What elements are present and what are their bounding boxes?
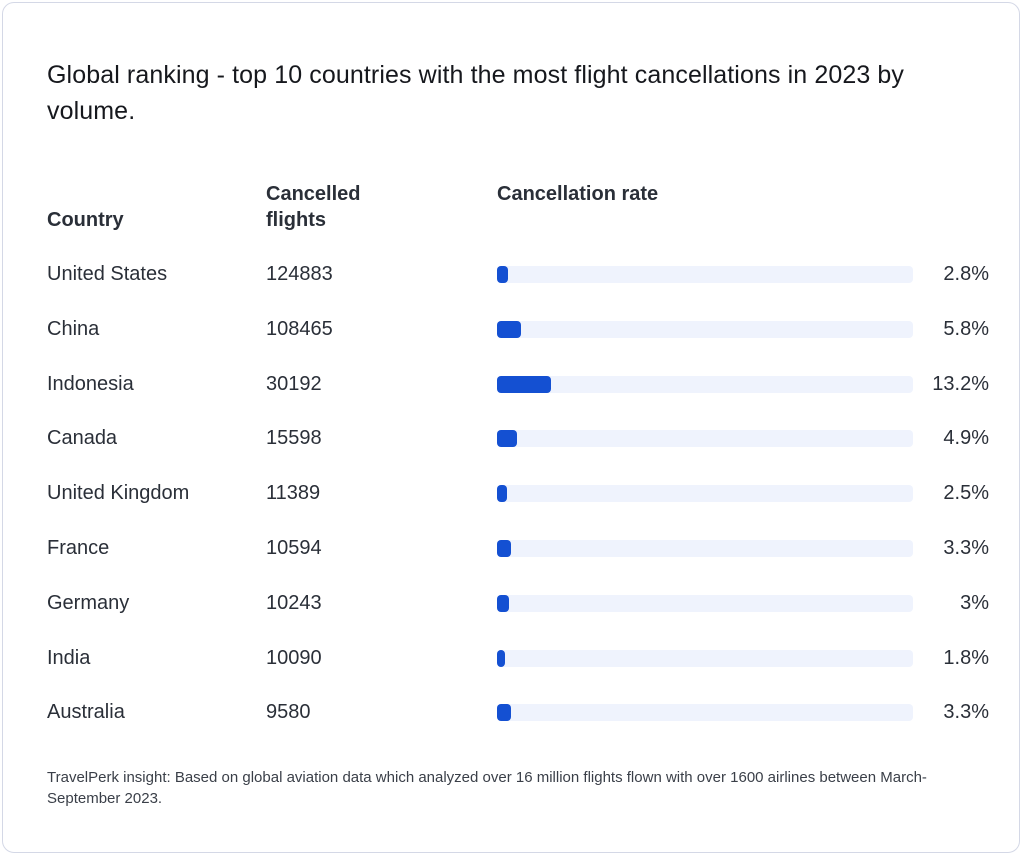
rate-label: 3.3% — [943, 701, 989, 723]
table-row: France 10594 3.3% — [3, 533, 1024, 563]
rate-label: 2.8% — [943, 263, 989, 285]
cancelled-flights-cell: 9580 — [266, 701, 311, 723]
rate-bar — [497, 321, 521, 338]
rate-bar — [497, 540, 511, 557]
table-row: Germany 10243 3% — [3, 588, 1024, 618]
rate-label: 3.3% — [943, 537, 989, 559]
country-cell: India — [47, 647, 91, 669]
rate-bar — [497, 650, 505, 667]
table-row: Australia 9580 3.3% — [3, 697, 1024, 727]
country-cell: France — [47, 537, 110, 559]
country-cell: Germany — [47, 592, 130, 614]
cancelled-flights-cell: 124883 — [266, 263, 333, 285]
rate-label: 2.5% — [943, 482, 989, 504]
rate-bar-track — [497, 704, 913, 721]
column-header-cancellation-rate: Cancellation rate — [497, 183, 659, 205]
rate-bar-track — [497, 595, 913, 612]
column-header-country: Country — [47, 209, 124, 231]
rate-label: 5.8% — [943, 318, 989, 340]
country-cell: Canada — [47, 427, 118, 449]
table-row: India 10090 1.8% — [3, 643, 1024, 673]
chart-title: Global ranking - top 10 countries with t… — [47, 61, 904, 125]
cancelled-flights-cell: 30192 — [266, 373, 322, 395]
cancelled-flights-cell: 10594 — [266, 537, 322, 559]
country-cell: United States — [47, 263, 168, 285]
rate-bar — [497, 704, 511, 721]
rate-label: 13.2% — [932, 373, 989, 395]
cancelled-flights-cell: 10243 — [266, 592, 322, 614]
rate-bar-track — [497, 376, 913, 393]
rate-label: 1.8% — [943, 647, 989, 669]
rate-bar-track — [497, 540, 913, 557]
cancelled-flights-cell: 10090 — [266, 647, 322, 669]
country-cell: Australia — [47, 701, 125, 723]
cancelled-flights-cell: 11389 — [266, 482, 321, 504]
table-row: China 108465 5.8% — [3, 314, 1024, 344]
rate-bar-track — [497, 321, 913, 338]
table-row: Canada 15598 4.9% — [3, 423, 1024, 453]
table-row: Indonesia 30192 13.2% — [3, 369, 1024, 399]
footnote: TravelPerk insight: Based on global avia… — [47, 769, 927, 807]
rate-bar-track — [497, 650, 913, 667]
rate-label: 3% — [960, 592, 989, 614]
rate-bar — [497, 595, 510, 612]
country-cell: United Kingdom — [47, 482, 190, 504]
country-cell: China — [47, 318, 100, 340]
rate-bar-track — [497, 430, 913, 447]
rate-bar-track — [497, 266, 913, 283]
column-header-cancelled-flights: Cancelled flights — [266, 183, 361, 231]
country-cell: Indonesia — [47, 373, 134, 395]
cancelled-flights-cell: 108465 — [266, 318, 333, 340]
table-row: United States 124883 2.8% — [3, 259, 1024, 289]
rate-label: 4.9% — [943, 427, 989, 449]
cancelled-flights-cell: 15598 — [266, 427, 322, 449]
table-row: United Kingdom 11389 2.5% — [3, 478, 1024, 508]
rate-bar — [497, 376, 551, 393]
rate-bar-track — [497, 485, 913, 502]
rate-bar — [497, 266, 509, 283]
rate-bar — [497, 430, 517, 447]
rate-bar — [497, 485, 508, 502]
